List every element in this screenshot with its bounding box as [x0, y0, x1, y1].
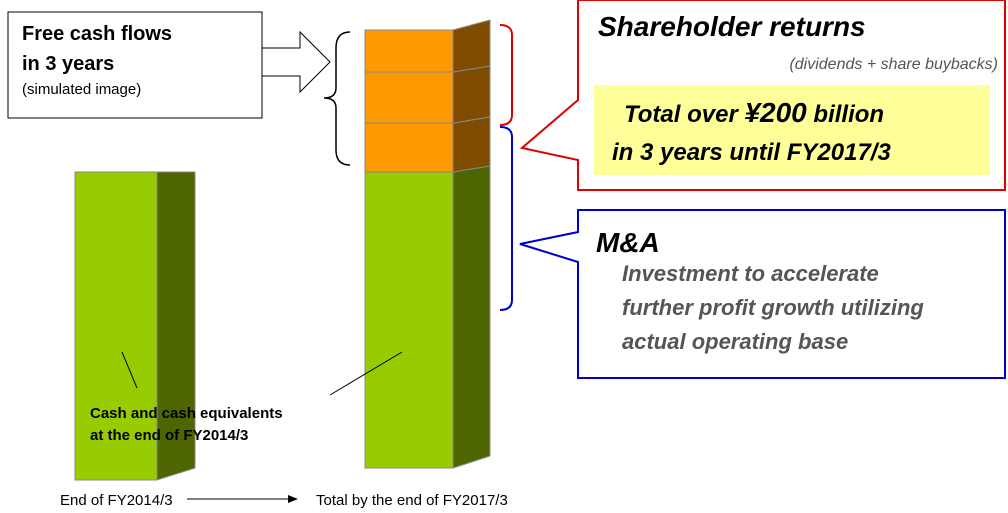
- cash-label: at the end of FY2014/3: [90, 427, 248, 444]
- bar-side: [156, 171, 196, 481]
- x-label: Total by the end of FY2017/3: [316, 492, 508, 509]
- bar-segment: [364, 71, 454, 124]
- callout-subtitle: (dividends + share buybacks): [789, 56, 998, 73]
- total-line: in 3 years until FY2017/3: [612, 139, 891, 166]
- arrow: [261, 30, 331, 94]
- fcf-line: Free cash flows: [22, 23, 172, 45]
- highlight-box: [594, 85, 990, 175]
- bar-side: [452, 19, 491, 73]
- callout-line: Investment to accelerate: [622, 261, 879, 286]
- fcf-note: (simulated image): [22, 81, 141, 98]
- pointer-line: [329, 351, 403, 396]
- x-label: End of FY2014/3: [60, 492, 173, 509]
- fcf-line: in 3 years: [22, 53, 114, 75]
- bar-side: [452, 165, 491, 469]
- pointer-line: [121, 351, 138, 389]
- callout-title: Shareholder returns: [598, 11, 866, 42]
- arrow-head: [288, 495, 298, 503]
- bar-segment: [364, 29, 454, 73]
- callout: [519, 209, 1006, 379]
- brace: [323, 31, 351, 166]
- bracket: [499, 126, 513, 311]
- bar-segment: [364, 122, 454, 173]
- bar-side: [452, 65, 491, 124]
- fcf-box: [7, 11, 263, 119]
- bracket: [499, 24, 513, 126]
- bar-front: [74, 171, 158, 481]
- total-line: Total over ¥200 billion: [624, 97, 884, 128]
- callout-title: M&A: [596, 227, 660, 258]
- cash-label: Cash and cash equivalents: [90, 405, 283, 422]
- callout-line: actual operating base: [622, 329, 848, 354]
- bar-front: [364, 171, 454, 469]
- callout-line: further profit growth utilizing: [622, 295, 924, 320]
- bar-side: [452, 116, 491, 173]
